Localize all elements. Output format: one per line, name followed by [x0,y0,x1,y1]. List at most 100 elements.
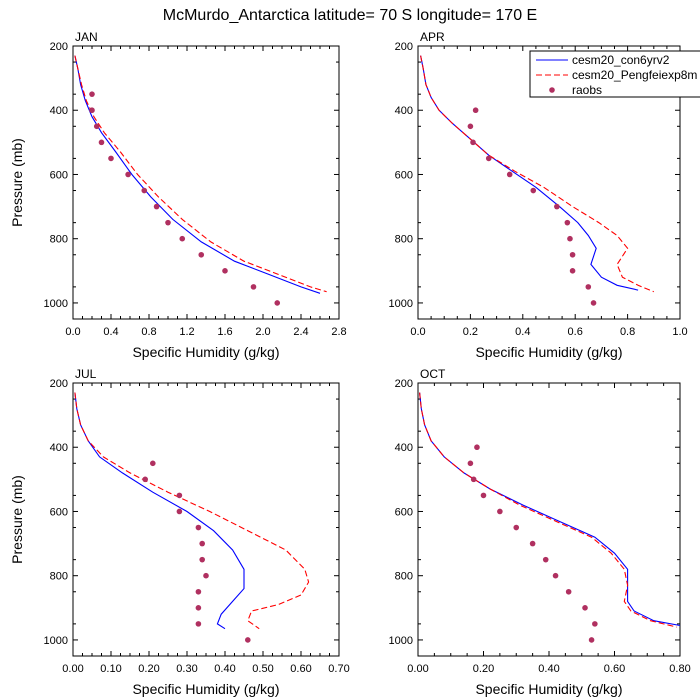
raobs-point [93,123,100,130]
plot-frame [72,45,340,320]
raobs-point [141,187,148,194]
panel-jan: JAN 0.0 0.4 0.8 1.2 1.6 2.0 2.4 2.8 200 400 600 800 1… [9,30,347,360]
x-tick-label: 0.30 [176,663,197,675]
x-tick-label: 0.00 [62,663,83,675]
cesm20_Pengfeiexp8m-line [74,55,327,293]
raobs-point [195,588,202,595]
y-tick-label: 200 [395,378,413,390]
y-tick-label: 200 [50,41,68,53]
raobs-point [565,588,572,595]
cesm20_Pengfeiexp8m-line [419,392,677,628]
raobs-point [529,540,536,547]
x-tick-label: 0.8 [620,326,635,338]
y-axis-label: Pressure (mb) [9,138,25,227]
x-tick-label: 0.0 [65,326,80,338]
raobs-point [485,155,492,162]
raobs-point [470,139,476,146]
y-tick-label: 400 [50,442,68,454]
raobs-point [552,572,559,579]
cesm20_Pengfeiexp8m-line [74,392,310,630]
raobs-point [530,187,537,194]
raobs-point [567,235,573,242]
x-tick-label: 2.8 [331,326,346,338]
raobs-point [179,235,186,242]
x-tick-label: 0.6 [568,326,583,338]
raobs-point [542,556,549,563]
x-tick-label: 2.0 [255,326,270,338]
x-tick-label: 1.2 [179,326,194,338]
raobs-point [203,572,209,579]
raobs-point [569,268,576,274]
raobs-point [195,524,202,531]
raobs-point [467,123,474,130]
y-axis-label: Pressure (mb) [9,475,25,564]
x-tick-label: 0.10 [100,663,121,675]
x-tick-label: 0.4 [515,326,530,338]
panel-apr: APR 0.0 0.2 0.4 0.6 0.8 1.0 200 400 600 800 1000 Spe… [389,30,688,360]
raobs-point [497,508,503,515]
raobs-point [89,91,95,97]
plot-frame [417,382,681,657]
x-tick-label: 0.40 [214,663,235,675]
panel-title: OCT [420,367,446,381]
panel-jul: JUL 0.00 0.10 0.20 0.30 0.40 0.50 0.60 0.70 200 40… [9,367,350,697]
raobs-point [176,492,183,499]
x-tick-label: 0.00 [407,663,428,675]
x-tick-label: 0.4 [103,326,118,338]
raobs-point [554,203,560,210]
y-tick-label: 1000 [389,635,413,647]
x-axis-label: Specific Humidity (g/kg) [132,344,279,360]
figure-title: McMurdo_Antarctica latitude= 70 S longit… [163,7,537,24]
raobs-point [470,476,477,483]
raobs-point [592,621,598,627]
legend-label: cesm20_Pengfeiexp8m [572,68,697,82]
raobs-point [195,621,202,627]
y-tick-label: 400 [395,105,413,117]
panel-title: JUL [75,367,97,381]
y-tick-label: 800 [50,571,68,583]
raobs-point [474,444,480,451]
y-tick-label: 600 [50,506,68,518]
x-tick-label: 0.60 [290,663,311,675]
cesm20_con6yrv2-line [74,55,321,294]
raobs-point [153,203,160,210]
y-tick-label: 400 [395,442,413,454]
raobs-point [480,492,487,499]
raobs-point [199,556,205,563]
x-axis-label: Specific Humidity (g/kg) [475,344,622,360]
x-tick-label: 0.80 [669,663,690,675]
cesm20_con6yrv2-line [74,392,245,630]
x-tick-label: 0.0 [410,326,425,338]
x-tick-label: 0.20 [138,663,159,675]
panels: JAN 0.0 0.4 0.8 1.2 1.6 2.0 2.4 2.8 200 400 600 800 1… [9,30,691,697]
x-tick-label: 0.2 [463,326,478,338]
y-tick-label: 400 [50,105,68,117]
cesm20_con6yrv2-line [419,392,681,627]
raobs-point [590,300,597,306]
raobs-point [274,300,281,306]
raobs-point [513,524,520,531]
y-tick-label: 200 [50,378,68,390]
panel-title: APR [420,30,445,44]
x-tick-label: 0.70 [328,663,349,675]
x-tick-label: 1.6 [217,326,232,338]
plot-frame [72,382,340,657]
raobs-point [89,107,95,114]
y-tick-label: 800 [395,234,413,246]
x-tick-label: 0.20 [473,663,494,675]
y-tick-label: 1000 [44,635,68,647]
legend-marker [549,87,555,93]
y-tick-label: 600 [395,506,413,518]
raobs-point [569,251,576,258]
raobs-point [467,460,474,467]
cesm20_Pengfeiexp8m-line [420,55,655,293]
y-tick-label: 600 [395,169,413,181]
x-axis-label: Specific Humidity (g/kg) [475,681,622,697]
x-tick-label: 2.4 [293,326,308,338]
raobs-point [125,171,131,178]
raobs-point [176,508,183,515]
raobs-point [585,284,592,290]
raobs-point [588,637,595,643]
